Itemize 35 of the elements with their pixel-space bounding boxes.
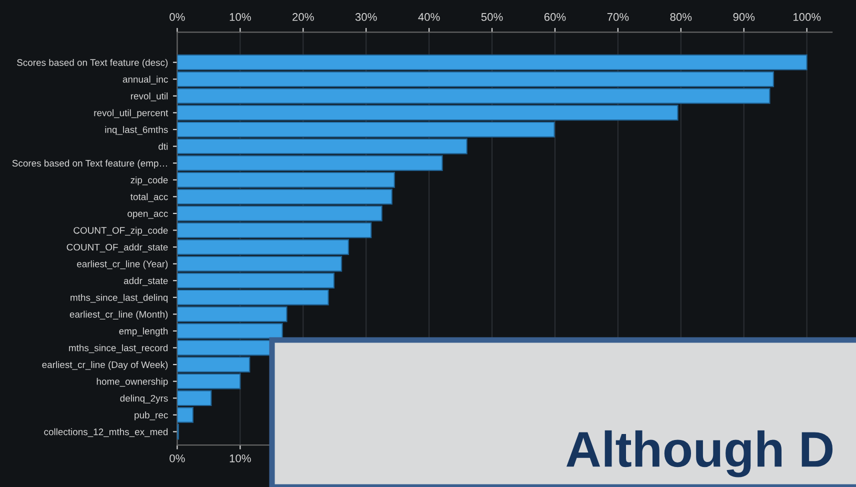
x2-tick-label: 80%	[670, 13, 692, 21]
y-tick-label: mths_since_last_delinq	[70, 294, 168, 303]
x2-tick-label: 100%	[793, 13, 821, 21]
y-tick-label: earliest_cr_line (Year)	[77, 260, 168, 270]
x2-tick-label: 0%	[170, 13, 185, 21]
y-tick-label: Scores based on Text feature (emp…	[12, 160, 167, 168]
x2-tick-label: 50%	[481, 13, 503, 21]
y-tick-label: revol_util_percent	[94, 109, 168, 118]
y-tick-label: inq_last_6mths	[105, 126, 168, 135]
y-tick-label: total_acc	[130, 193, 168, 202]
x2-tick-label: 10%	[230, 13, 251, 21]
y-tick-label: COUNT_OF_zip_code	[74, 226, 168, 236]
y-tick-label: mths_since_last_record	[69, 344, 168, 354]
x2-tick-label: 20%	[292, 13, 314, 21]
y-tick-label: open_acc	[128, 212, 168, 219]
y-tick-label: annual_inc	[122, 76, 168, 84]
x2-tick-label: 60%	[544, 13, 566, 21]
x2-tick-label: 90%	[733, 13, 755, 21]
x2-tick-label: 30%	[355, 13, 377, 21]
y-tick-label: emp_length	[119, 328, 168, 336]
x2-tick-label: 40%	[418, 13, 440, 21]
y-tick-label: home_ownership	[96, 378, 168, 387]
y-tick-label: delinq_2yrs	[120, 394, 168, 404]
x2-tick-label: 70%	[607, 13, 629, 21]
y-tick-label: dti	[158, 142, 168, 150]
y-tick-label: COUNT_OF_addr_state	[66, 244, 168, 252]
y-tick-label: Scores based on Text feature (desc)	[17, 58, 168, 68]
y-tick-label: addr_state	[124, 277, 168, 286]
annotation: Although D	[566, 430, 833, 478]
y-tick-label: pub_rec	[134, 411, 168, 420]
y-tick-label: revol_util	[130, 92, 168, 102]
y-tick-label: collections_12_mths_ex_med	[44, 428, 168, 437]
y-tick-label: earliest_cr_line (Month)	[70, 310, 168, 320]
y-tick-label: zip_code	[130, 176, 168, 186]
y-tick-label: earliest_cr_line (Day of Week)	[42, 361, 168, 370]
